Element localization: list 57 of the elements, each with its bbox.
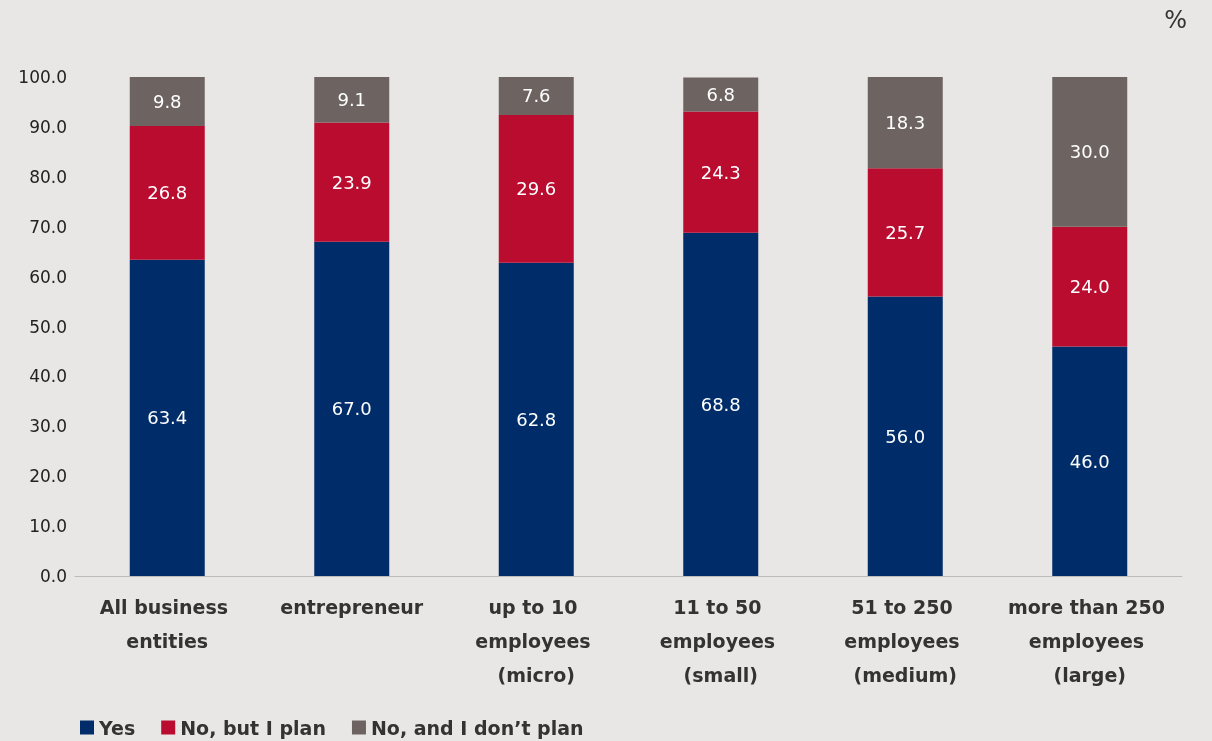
- data-label: 6.8: [706, 83, 736, 105]
- bar: [314, 77, 390, 123]
- bar: [129, 77, 205, 126]
- bar: [683, 77, 759, 112]
- y-tick-label: 40.0: [29, 366, 67, 387]
- data-label: 68.8: [700, 393, 741, 415]
- bar: [498, 262, 574, 576]
- bar: [1052, 346, 1128, 576]
- legend-label: No, but I plan: [180, 716, 326, 739]
- y-tick-label: 20.0: [29, 466, 67, 487]
- data-label: 9.1: [337, 89, 367, 111]
- data-label: 30.0: [1069, 141, 1110, 163]
- data-label: 62.8: [516, 408, 557, 430]
- x-tick-label: more than 250 employees (large): [1007, 596, 1172, 686]
- data-label: 56.0: [885, 425, 926, 447]
- bar: [314, 241, 390, 576]
- bar: [867, 168, 943, 297]
- data-label: 9.8: [152, 90, 182, 112]
- bar: [683, 232, 759, 576]
- data-label: 29.6: [516, 178, 557, 200]
- x-tick-label: 51 to 250 employees (medium): [844, 596, 967, 686]
- data-label: 23.9: [331, 171, 372, 193]
- x-tick-label: entrepreneur: [280, 596, 424, 618]
- data-label: 7.6: [521, 85, 551, 107]
- bar: [129, 259, 205, 576]
- bar: [867, 77, 943, 169]
- y-axis-title: %: [1164, 6, 1188, 34]
- bar: [498, 114, 574, 263]
- bar: [129, 125, 205, 260]
- bar: [1052, 226, 1128, 347]
- x-tick-label: up to 10 employees (micro): [475, 596, 598, 686]
- y-tick-label: 80.0: [29, 166, 67, 187]
- bar: [683, 111, 759, 233]
- y-tick-label: 0.0: [39, 566, 67, 586]
- legend-label: No, and I don’t plan: [370, 716, 584, 739]
- x-tick-label: All business entities: [99, 596, 235, 652]
- y-tick-label: 10.0: [29, 516, 67, 537]
- data-label: 24.3: [700, 161, 741, 183]
- data-label: 26.8: [147, 182, 188, 204]
- y-tick-label: 50.0: [29, 316, 67, 337]
- data-label: 67.0: [331, 398, 372, 420]
- data-label: 25.7: [885, 221, 926, 243]
- data-label: 24.0: [1069, 276, 1110, 298]
- bar: [314, 122, 390, 242]
- data-label: 46.0: [1069, 450, 1110, 472]
- y-tick-label: 30.0: [29, 416, 67, 437]
- y-tick-label: 90.0: [29, 116, 67, 137]
- data-label: 18.3: [885, 112, 926, 134]
- y-tick-label: 100.0: [18, 67, 67, 87]
- bar: [1052, 77, 1128, 227]
- bar: [498, 77, 574, 115]
- y-tick-label: 70.0: [29, 216, 67, 237]
- legend-label: Yes: [98, 716, 136, 739]
- x-tick-label: 11 to 50 employees (small): [659, 596, 782, 686]
- bar: [867, 296, 943, 576]
- y-tick-label: 60.0: [29, 266, 67, 287]
- data-label: 63.4: [147, 407, 188, 429]
